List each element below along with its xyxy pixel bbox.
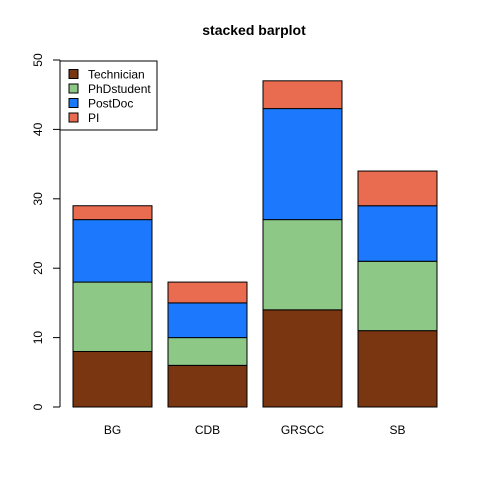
y-axis: 0 10 20 30 40 50: [31, 53, 61, 410]
legend-swatch: [68, 98, 79, 108]
bar-bg-pi: [72, 205, 153, 221]
y-tick-label: 20: [31, 261, 45, 275]
x-tick-label: BG: [104, 423, 121, 437]
bar-sb-phdstudent: [357, 260, 438, 332]
legend-swatch: [68, 83, 79, 94]
bar-sb-postdoc: [357, 205, 438, 262]
bar-grscc-technician: [262, 309, 343, 408]
y-tick-label: 30: [31, 192, 45, 206]
legend-label: PhDstudent: [88, 82, 151, 96]
y-tick-label: 0: [31, 403, 45, 410]
x-tick-label: SB: [389, 423, 405, 437]
bar-bg-technician: [72, 350, 153, 408]
bar-cdb-phdstudent: [167, 337, 248, 366]
y-tick-label: 40: [31, 122, 45, 136]
bars: [72, 80, 438, 408]
y-tick-label: 10: [31, 331, 45, 345]
bar-grscc-pi: [262, 80, 343, 110]
bar-cdb-pi: [167, 281, 248, 304]
legend-swatch: [68, 112, 79, 123]
legend-label: PostDoc: [88, 97, 133, 111]
legend-swatch: [68, 69, 79, 79]
x-axis-labels: BG CDB GRSCC SB: [104, 423, 406, 437]
bar-sb-pi: [357, 170, 438, 207]
bar-cdb-postdoc: [167, 302, 248, 339]
bar-sb-technician: [357, 330, 438, 408]
legend-label: PI: [88, 111, 99, 125]
bar-grscc-phdstudent: [262, 219, 343, 311]
bar-grscc-postdoc: [262, 108, 343, 221]
bar-cdb-technician: [167, 364, 248, 408]
legend-label: Technician: [88, 68, 145, 82]
y-tick-label: 50: [31, 53, 45, 67]
x-tick-label: CDB: [195, 423, 220, 437]
bar-bg-postdoc: [72, 219, 153, 283]
x-tick-label: GRSCC: [281, 423, 325, 437]
chart-title: stacked barplot: [202, 22, 306, 38]
bar-bg-phdstudent: [72, 281, 153, 352]
